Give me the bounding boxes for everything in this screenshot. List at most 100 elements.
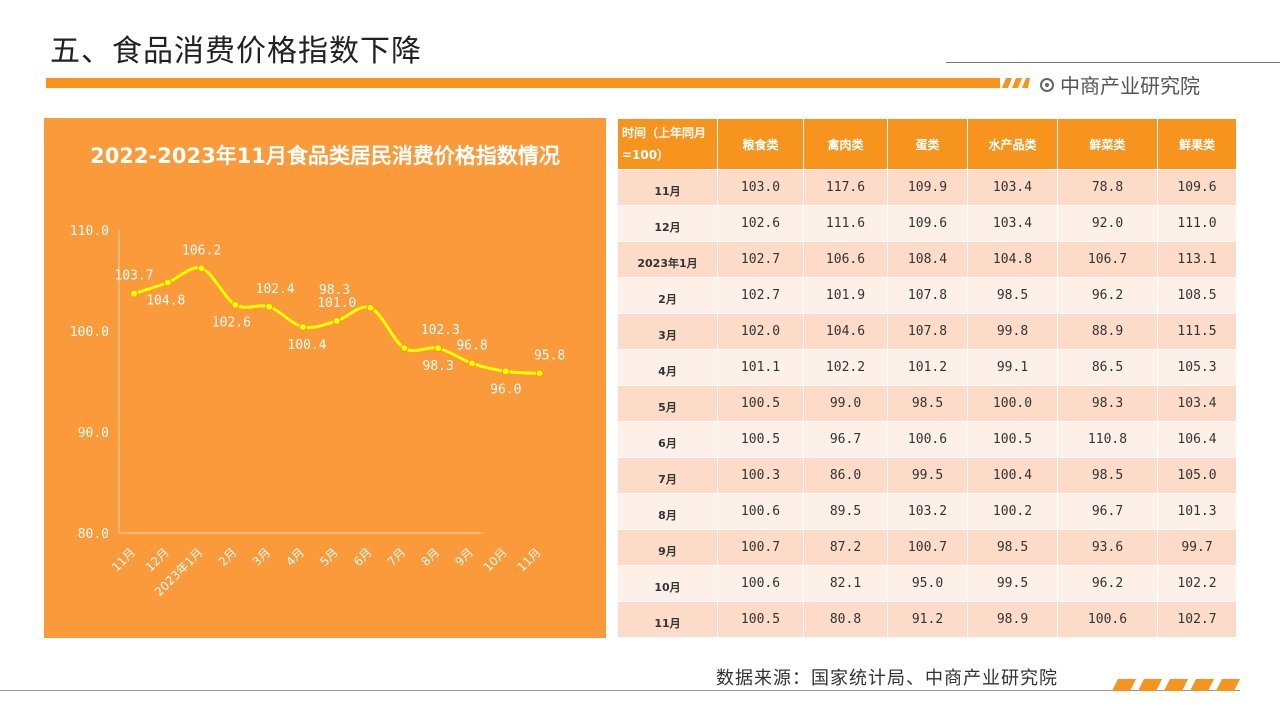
table-header-time: 时间（上年同月=100） (617, 118, 718, 170)
table-row: 3月 102.0 104.6 107.8 99.8 88.9 111.5 (617, 313, 1237, 350)
x-tick-label: 12月 (143, 545, 172, 574)
table-row-label: 2月 (617, 277, 718, 314)
x-tick-label: 3月 (250, 545, 274, 569)
table-cell: 89.5 (803, 493, 888, 530)
table-cell: 88.9 (1057, 313, 1158, 350)
data-label: 96.8 (456, 338, 487, 353)
table-row-label: 12月 (617, 205, 718, 242)
table-cell: 98.5 (1057, 457, 1158, 494)
brand-circle-icon (1040, 77, 1054, 92)
table-row: 7月 100.3 86.0 99.5 100.4 98.5 105.0 (617, 457, 1237, 494)
table-cell: 101.9 (803, 277, 888, 314)
price-index-table: 时间（上年同月=100） 粮食类 禽肉类 蛋类 水产品类 鲜菜类 鲜果类 11月 103.0 1… (617, 118, 1237, 638)
table-cell: 102.2 (803, 349, 888, 386)
x-tick-label: 5月 (317, 545, 341, 569)
table-cell: 103.4 (1157, 385, 1237, 422)
table-cell: 100.7 (717, 529, 804, 566)
table-cell: 100.4 (967, 457, 1058, 494)
table-row: 10月 100.6 82.1 95.0 99.5 96.2 102.2 (617, 565, 1237, 602)
table-cell: 100.5 (967, 421, 1058, 458)
data-label: 98.3 (423, 359, 454, 374)
table-cell: 96.2 (1057, 277, 1158, 314)
title-underline-bar (46, 78, 1000, 88)
data-label: 96.0 (490, 382, 521, 397)
table-cell: 104.8 (967, 241, 1058, 278)
table-cell: 106.4 (1157, 421, 1237, 458)
table-row: 2023年1月 102.7 106.6 108.4 104.8 106.7 113.1 (617, 241, 1237, 278)
table-row: 6月 100.5 96.7 100.6 100.5 110.8 106.4 (617, 421, 1237, 458)
data-label: 102.6 (212, 316, 251, 331)
table-header-category: 粮食类 (717, 118, 804, 170)
table-header-category: 鲜果类 (1157, 118, 1237, 170)
data-point (231, 300, 240, 309)
data-point (366, 303, 375, 312)
page-title: 五、食品消费价格指数下降 (50, 34, 422, 69)
table-cell: 100.0 (967, 385, 1058, 422)
table-cell: 101.2 (887, 349, 968, 386)
table-cell: 78.8 (1057, 169, 1158, 206)
data-label: 98.3 (319, 283, 350, 298)
table-row-label: 5月 (617, 385, 718, 422)
table-row-label: 11月 (617, 601, 718, 638)
x-tick-label: 10月 (481, 545, 510, 574)
table-row-label: 8月 (617, 493, 718, 530)
table-cell: 100.6 (717, 565, 804, 602)
table-row: 5月 100.5 99.0 98.5 100.0 98.3 103.4 (617, 385, 1237, 422)
x-tick-label: 4月 (283, 545, 307, 569)
table-cell: 102.7 (717, 241, 804, 278)
data-point (197, 264, 206, 273)
x-tick-label: 11月 (515, 545, 544, 574)
table-cell: 92.0 (1057, 205, 1158, 242)
table-row-label: 9月 (617, 529, 718, 566)
table-row: 11月 100.5 80.8 91.2 98.9 100.6 102.7 (617, 601, 1237, 638)
table-cell: 108.4 (887, 241, 968, 278)
table-cell: 87.2 (803, 529, 888, 566)
data-point (163, 278, 172, 287)
data-label: 101.0 (317, 296, 356, 311)
table-cell: 103.4 (967, 169, 1058, 206)
data-point (468, 359, 476, 368)
chart-panel: 2022-2023年11月食品类居民消费价格指数情况 110.0 100.0 90.… (44, 118, 606, 638)
table-row: 2月 102.7 101.9 107.8 98.5 96.2 108.5 (617, 277, 1237, 314)
table-cell: 100.2 (967, 493, 1058, 530)
table-header-category: 蛋类 (887, 118, 968, 170)
data-point (299, 322, 307, 331)
table-cell: 99.8 (967, 313, 1058, 350)
table-header-row: 时间（上年同月=100） 粮食类 禽肉类 蛋类 水产品类 鲜菜类 鲜果类 (617, 118, 1237, 170)
table-cell: 105.0 (1157, 457, 1237, 494)
x-tick-label: 7月 (385, 545, 409, 569)
table-cell: 102.6 (717, 205, 804, 242)
y-tick-label: 100.0 (70, 325, 109, 340)
table-cell: 102.7 (717, 277, 804, 314)
table-cell: 113.1 (1157, 241, 1237, 278)
footer-divider (0, 690, 1240, 691)
table-cell: 100.5 (717, 421, 804, 458)
table-row: 12月 102.6 111.6 109.6 103.4 92.0 111.0 (617, 205, 1237, 242)
table-row: 11月 103.0 117.6 109.9 103.4 78.8 109.6 (617, 169, 1237, 206)
chart-title: 2022-2023年11月食品类居民消费价格指数情况 (90, 144, 560, 168)
table-row: 4月 101.1 102.2 101.2 99.1 86.5 105.3 (617, 349, 1237, 386)
table-cell: 96.7 (803, 421, 888, 458)
table-row-label: 10月 (617, 565, 718, 602)
table-cell: 100.6 (717, 493, 804, 530)
table-cell: 95.0 (887, 565, 968, 602)
data-point (332, 316, 341, 325)
x-tick-label: 6月 (351, 545, 375, 569)
header-divider (946, 62, 1280, 63)
table-cell: 111.6 (803, 205, 888, 242)
table-cell: 100.7 (887, 529, 968, 566)
table-cell: 100.5 (717, 601, 804, 638)
table-cell: 111.5 (1157, 313, 1237, 350)
table-row-label: 11月 (617, 169, 718, 206)
table-cell: 93.6 (1057, 529, 1158, 566)
table-cell: 101.3 (1157, 493, 1237, 530)
table-row-label: 3月 (617, 313, 718, 350)
table-cell: 109.6 (887, 205, 968, 242)
data-point (434, 344, 443, 353)
table-cell: 101.1 (717, 349, 804, 386)
table-cell: 99.1 (967, 349, 1058, 386)
table-cell: 102.0 (717, 313, 804, 350)
y-tick-label: 90.0 (78, 426, 109, 441)
table-cell: 105.3 (1157, 349, 1237, 386)
